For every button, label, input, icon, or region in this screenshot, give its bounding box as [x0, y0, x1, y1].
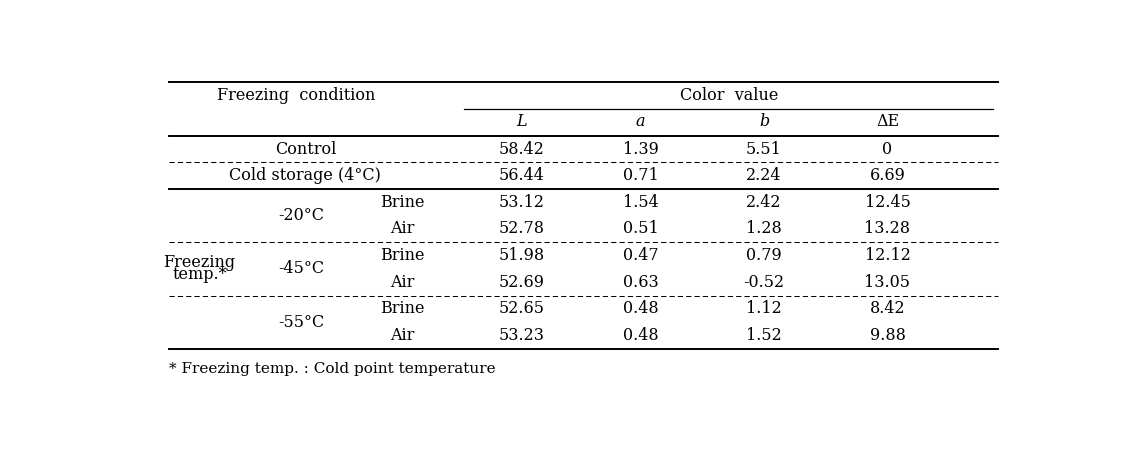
Text: 0.47: 0.47: [622, 247, 659, 264]
Text: 52.78: 52.78: [498, 220, 544, 237]
Text: Air: Air: [390, 327, 414, 344]
Text: 2.42: 2.42: [747, 194, 782, 211]
Text: 1.54: 1.54: [622, 194, 659, 211]
Text: Color  value: Color value: [679, 87, 778, 104]
Text: 8.42: 8.42: [869, 301, 906, 318]
Text: 52.65: 52.65: [498, 301, 544, 318]
Text: * Freezing temp. : Cold point temperature: * Freezing temp. : Cold point temperatur…: [168, 362, 495, 376]
Text: Control: Control: [274, 140, 336, 157]
Text: Brine: Brine: [380, 247, 424, 264]
Text: 58.42: 58.42: [498, 140, 544, 157]
Text: a: a: [636, 113, 645, 130]
Text: 0.71: 0.71: [622, 167, 659, 184]
Text: 6.69: 6.69: [869, 167, 906, 184]
Text: 13.28: 13.28: [865, 220, 910, 237]
Text: 0: 0: [882, 140, 892, 157]
Text: 0.63: 0.63: [622, 274, 659, 291]
Text: Air: Air: [390, 220, 414, 237]
Text: -55°C: -55°C: [278, 314, 324, 331]
Text: 0.48: 0.48: [622, 301, 659, 318]
Text: 1.52: 1.52: [747, 327, 782, 344]
Text: Freezing: Freezing: [164, 254, 236, 271]
Text: Cold storage (4°C): Cold storage (4°C): [230, 167, 381, 184]
Text: 5.51: 5.51: [747, 140, 782, 157]
Text: 1.28: 1.28: [747, 220, 782, 237]
Text: Freezing  condition: Freezing condition: [217, 87, 376, 104]
Text: Brine: Brine: [380, 194, 424, 211]
Text: 0.48: 0.48: [622, 327, 659, 344]
Text: 1.12: 1.12: [747, 301, 782, 318]
Text: 12.45: 12.45: [865, 194, 910, 211]
Text: temp.*: temp.*: [172, 266, 226, 283]
Text: 9.88: 9.88: [869, 327, 906, 344]
Text: 51.98: 51.98: [498, 247, 545, 264]
Text: Brine: Brine: [380, 301, 424, 318]
Text: 53.23: 53.23: [498, 327, 544, 344]
Text: 0.79: 0.79: [747, 247, 782, 264]
Text: b: b: [759, 113, 769, 130]
Text: ΔE: ΔE: [876, 113, 899, 130]
Text: 52.69: 52.69: [498, 274, 544, 291]
Text: 56.44: 56.44: [498, 167, 544, 184]
Text: 2.24: 2.24: [747, 167, 782, 184]
Text: 53.12: 53.12: [498, 194, 544, 211]
Text: -45°C: -45°C: [278, 260, 324, 277]
Text: 0.51: 0.51: [622, 220, 659, 237]
Text: 12.12: 12.12: [865, 247, 910, 264]
Text: -20°C: -20°C: [278, 207, 324, 224]
Text: L: L: [517, 113, 527, 130]
Text: Air: Air: [390, 274, 414, 291]
Text: 1.39: 1.39: [622, 140, 659, 157]
Text: -0.52: -0.52: [743, 274, 784, 291]
Text: 13.05: 13.05: [865, 274, 910, 291]
